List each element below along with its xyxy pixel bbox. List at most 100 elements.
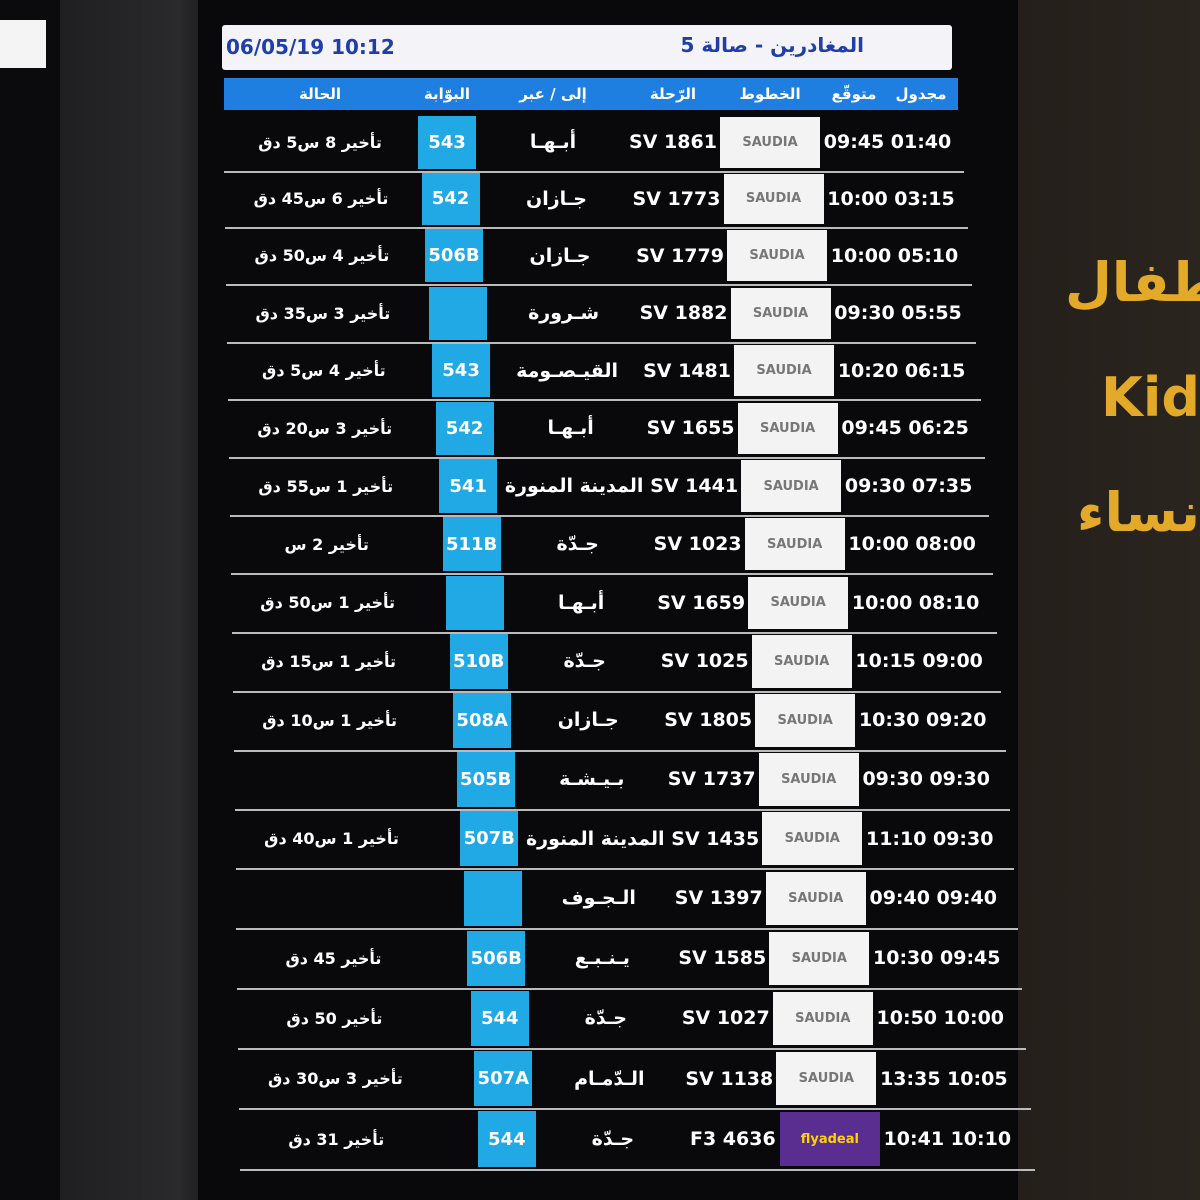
cell-flight: SV 1737 (667, 768, 756, 791)
airline-logo: SAUDIA (723, 173, 824, 225)
airline-logo: SAUDIA (737, 402, 838, 454)
cell-destination: جـدّة (591, 1128, 635, 1151)
cell-status: تأخير 2 س (284, 534, 369, 554)
cell-flight: SV 1659 (657, 591, 746, 614)
cell-scheduled: 09:20 (925, 709, 987, 732)
cell-scheduled: 09:45 (940, 947, 1001, 970)
cell-flight: SV 1435 (671, 827, 760, 850)
cell-destination: أبـهـا (529, 131, 577, 154)
column-label: إلى / عبر (519, 85, 587, 103)
airline-logo: SAUDIA (741, 460, 842, 512)
gate: 542 (421, 172, 480, 226)
gate: 544 (470, 990, 529, 1046)
flight-row: تأخير 4 س5 دق 543 القيـصـومة SV 1481 SAUDIA 1… (227, 342, 981, 402)
cell-expected: 10:00 (830, 244, 892, 267)
cell-expected: 10:00 (848, 533, 909, 556)
cell-flight: SV 1882 (639, 302, 728, 325)
cell-destination: المدينة المنورة (525, 827, 665, 850)
cell-flight: SV 1585 (678, 947, 767, 970)
board-header: 06/05/19 10:12 المغادرين - صالة 5 (222, 25, 952, 70)
airline-logo: SAUDIA (758, 753, 859, 806)
cell-expected: 09:30 (834, 302, 895, 325)
cell-expected: 10:30 (858, 709, 920, 732)
cell-expected: 10:00 (827, 187, 888, 210)
flight-row: 505B بـيـشـة SV 1737 SAUDIA 09:30 09:30 (234, 750, 1010, 811)
cell-flight: SV 1779 (636, 244, 724, 267)
gate: 541 (439, 459, 498, 513)
cell-destination: جـدّة (584, 1007, 627, 1030)
flight-row: تأخير 6 س45 دق 542 جـازان SV 1773 SAUDIA 10:0… (224, 171, 969, 230)
sign: طفال Kid نساء (1065, 225, 1200, 570)
cell-scheduled: 07:35 (911, 475, 973, 498)
flight-row: تأخير 1 س15 دق 510B جـدّة SV 1025 SAUDIA 10:1… (232, 632, 1002, 693)
cell-destination: بـيـشـة (559, 768, 625, 791)
cell-destination: جـازان (557, 709, 619, 732)
cell-flight: SV 1027 (681, 1007, 770, 1030)
datetime: 06/05/19 10:12 (226, 35, 395, 59)
cell-destination: المدينة المنورة (504, 475, 644, 498)
gate (428, 286, 487, 340)
gate: 511B (442, 517, 501, 572)
gate: 543 (418, 116, 476, 169)
airline-logo: SAUDIA (765, 871, 866, 925)
cell-destination: جـازان (529, 244, 591, 267)
cell-expected: 10:20 (837, 359, 899, 382)
cell-status: تأخير 3 س20 دق (257, 418, 393, 438)
flight-row: تأخير 8 س5 دق 543 أبـهـا SV 1861 SAUDIA 09:45… (224, 114, 964, 173)
cell-status: تأخير 3 س35 دق (255, 303, 391, 323)
cell-expected: 10:30 (873, 947, 934, 970)
flight-row: تأخير 1 س10 دق 508A جـازان SV 1805 SAUDIA 10:… (233, 691, 1006, 752)
gate: 544 (477, 1111, 536, 1168)
cell-status: تأخير 1 س55 دق (258, 476, 394, 496)
cell-flight: SV 1773 (632, 187, 721, 210)
flight-row: تأخير 3 س30 دق 507A الـدّمـام SV 1138 SAUDIA… (239, 1049, 1031, 1111)
gate (463, 870, 522, 926)
sign-text: نساء (1076, 481, 1200, 544)
cell-status: تأخير 1 س15 دق (261, 651, 397, 671)
airline-logo: SAUDIA (762, 812, 863, 866)
cell-status: تأخير 6 س45 دق (253, 189, 389, 209)
cell-destination: يـنـبـع (574, 947, 630, 970)
column-label: مجدول (895, 85, 947, 103)
column-label: الخطوط (739, 85, 801, 103)
cell-destination: شـرورة (528, 302, 600, 325)
cell-expected: 09:40 (869, 887, 930, 910)
gate: 505B (456, 752, 515, 807)
cell-scheduled: 05:55 (901, 302, 962, 325)
flight-row: الـجـوف SV 1397 SAUDIA 09:40 09:40 (236, 869, 1019, 930)
gate: 506B (425, 229, 484, 283)
airline-logo: SAUDIA (744, 518, 845, 571)
cell-status: تأخير 8 س5 دق (258, 132, 382, 152)
cell-expected: 09:30 (844, 475, 906, 498)
flight-row: تأخير 3 س35 دق شـرورة SV 1882 SAUDIA 09:30 05… (226, 285, 977, 344)
flight-row: تأخير 1 س50 دق أبـهـا SV 1659 SAUDIA 10:00 08… (231, 574, 998, 634)
cell-expected: 10:50 (876, 1007, 938, 1030)
flight-row: تأخير 4 س50 دق 506B جـازان SV 1779 SAUDIA 10:… (225, 227, 973, 287)
cell-status: تأخير 45 دق (285, 948, 382, 968)
flight-row: تأخير 1 س55 دق 541 المدينة المنورة SV 1441 S… (229, 457, 989, 517)
left-board (0, 0, 60, 1200)
cell-scheduled: 03:15 (894, 187, 955, 210)
cell-flight: SV 1861 (629, 131, 717, 154)
flight-row: تأخير 1 س40 دق 507B المدينة المنورة SV 1435… (235, 809, 1014, 871)
cell-status: تأخير 1 س40 دق (264, 829, 399, 849)
cell-status: تأخير 1 س50 دق (260, 593, 396, 613)
cell-destination: الـجـوف (561, 887, 636, 910)
cell-scheduled: 09:30 (932, 827, 994, 850)
airline-logo: SAUDIA (769, 931, 870, 985)
cell-scheduled: 08:10 (918, 591, 980, 614)
airline-logo: SAUDIA (748, 576, 849, 629)
cell-destination: أبـهـا (557, 591, 605, 614)
gate: 508A (453, 693, 512, 748)
gate (446, 575, 505, 630)
cell-flight: SV 1441 (650, 475, 739, 498)
cell-flight: SV 1138 (685, 1067, 774, 1090)
cell-destination: أبـهـا (547, 417, 594, 440)
flight-row: تأخير 31 دق 544 جـدّة F3 4636 flyadeal 10:41 1… (240, 1109, 1035, 1172)
gate: 506B (467, 930, 526, 986)
flight-row: تأخير 50 دق 544 جـدّة SV 1027 SAUDIA 10:50 10:… (238, 989, 1027, 1050)
airline-logo: SAUDIA (727, 230, 828, 282)
column-label: الحالة (299, 85, 341, 103)
cell-scheduled: 10:10 (950, 1128, 1012, 1151)
airline-logo: SAUDIA (734, 344, 835, 397)
